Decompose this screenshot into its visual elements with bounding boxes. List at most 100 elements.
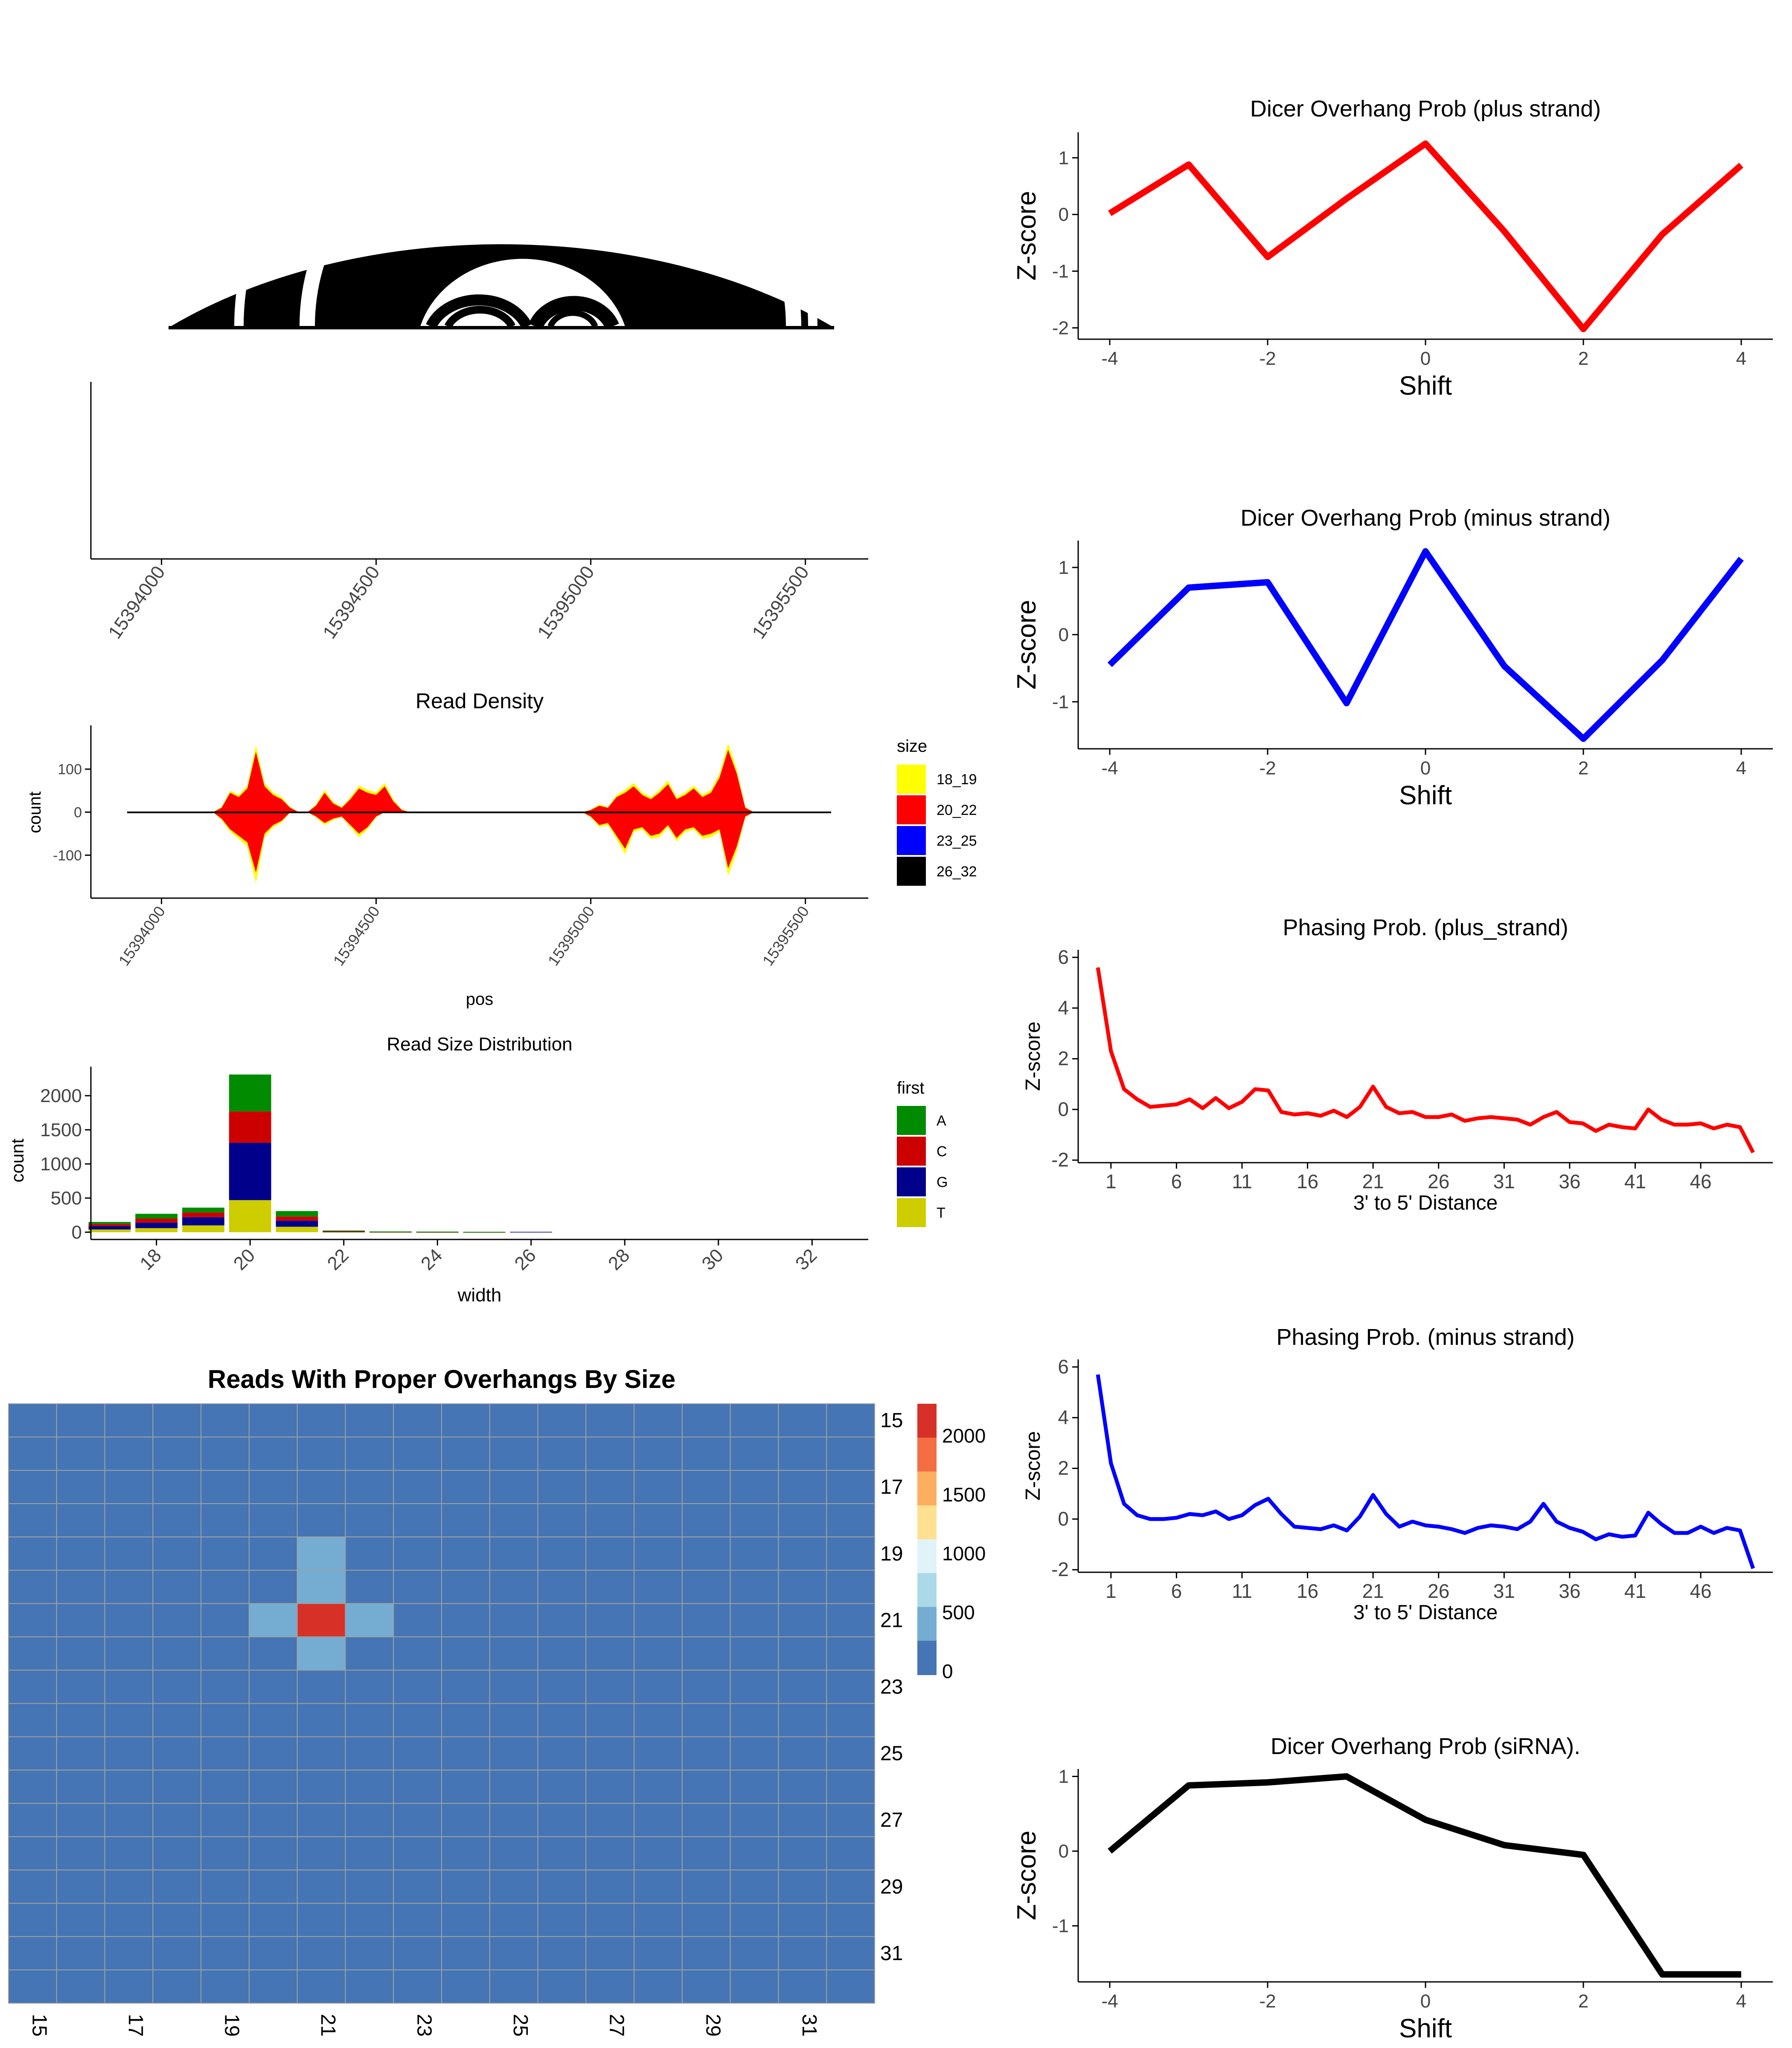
heatmap-cell	[8, 1470, 57, 1504]
heatmap-cell	[345, 1403, 394, 1438]
heatmap-cell	[826, 1703, 875, 1737]
heatmap-cell	[537, 1836, 587, 1871]
heatmap-cell	[345, 1437, 394, 1471]
heatmap-cell	[778, 1703, 827, 1737]
bar-23-A	[369, 1231, 412, 1232]
legend-tick-label: 0	[942, 1660, 953, 1682]
line-chart-dicer_minus: Dicer Overhang Prob (minus strand) -1 0 1 -4…	[1012, 505, 1773, 810]
heatmap-cell	[681, 1769, 731, 1804]
heatmap-cell	[8, 1403, 57, 1438]
heatmap-cell	[681, 1470, 731, 1504]
x-tick-label: -2	[1259, 758, 1276, 779]
heatmap-cell	[248, 1836, 298, 1871]
legend-color-step	[917, 1471, 937, 1506]
heatmap-cell	[585, 1636, 635, 1671]
heatmap-cell	[56, 1936, 105, 1970]
x-tick-label: 0	[1420, 1991, 1431, 2012]
legend-label-T: T	[937, 1205, 945, 1221]
heatmap-cell	[634, 1570, 683, 1604]
arc-inner-loop-2	[444, 305, 516, 329]
bar-20-T	[229, 1200, 271, 1232]
heatmap-cell	[778, 1536, 827, 1571]
heatmap-cell	[441, 1603, 490, 1638]
heatmap-cell	[297, 1703, 346, 1737]
heatmap-cell	[730, 1670, 779, 1704]
heatmap-cell	[393, 1503, 442, 1538]
x-axis-label: Shift	[1399, 371, 1452, 401]
heatmap-cell	[730, 1769, 779, 1804]
read-size-ylabel: count	[7, 1138, 27, 1182]
heatmap-cell	[56, 1836, 105, 1871]
heatmap-cell	[8, 1869, 57, 1904]
heatmap-cell	[8, 1803, 57, 1837]
series-line	[1096, 1374, 1755, 1569]
y-tick-label: 0	[1059, 1841, 1069, 1862]
heatmap-cell	[248, 1503, 298, 1538]
heatmap-cell	[393, 1836, 442, 1871]
heatmap-cell	[681, 1836, 731, 1871]
y-tick-label: 0	[74, 805, 82, 821]
heatmap-cell	[152, 1636, 202, 1671]
bar-20-C	[229, 1111, 271, 1143]
y-tick-label: 500	[51, 1188, 82, 1209]
y-tick-label: -2	[1051, 1149, 1069, 1171]
heatmap-cell	[489, 1769, 538, 1804]
x-tick-label: 15394500	[319, 562, 384, 643]
heatmap-cell	[152, 1769, 202, 1804]
heatmap-cell	[778, 1603, 827, 1638]
heatmap-cell	[537, 1503, 587, 1538]
heatmap-cell	[634, 1803, 683, 1837]
heatmap-cell	[297, 1869, 346, 1904]
legend-swatch-18_19	[897, 765, 926, 794]
x-tick-label: 46	[1690, 1170, 1711, 1193]
y-tick-label: 4	[1058, 997, 1069, 1019]
heatmap-cell	[730, 1803, 779, 1837]
y-tick-label: -1	[1052, 261, 1069, 282]
heatmap-cell	[104, 1936, 154, 1970]
heatmap-cell	[489, 1836, 538, 1871]
read-size-panel: Read Size Distribution 0500100015002000 …	[7, 1034, 948, 1306]
heatmap-cell	[56, 1470, 105, 1504]
series-line	[1096, 967, 1755, 1154]
heatmap-cell	[585, 1403, 635, 1438]
series-line	[1108, 140, 1743, 332]
heatmap-cell	[56, 1603, 105, 1638]
heatmap-cell	[826, 1803, 875, 1837]
legend-color-step	[917, 1404, 937, 1438]
x-tick-label: -2	[1259, 348, 1276, 369]
heatmap-cell	[489, 1570, 538, 1604]
heatmap-cell	[681, 1803, 731, 1837]
heatmap-cell	[345, 1536, 394, 1571]
heatmap-cell	[345, 1603, 394, 1638]
heatmap-cell	[345, 1769, 394, 1804]
heatmap-cells	[8, 1403, 875, 2004]
heatmap-cell	[56, 1703, 105, 1737]
y-axis-label: Z-score	[1022, 1431, 1044, 1501]
legend-swatch-C	[897, 1137, 926, 1166]
chart-title: Phasing Prob. (minus strand)	[1276, 1324, 1574, 1350]
heatmap-cell	[297, 1570, 346, 1604]
heatmap-cell	[681, 1536, 731, 1571]
x-tick-label: 2	[1578, 1991, 1588, 2012]
x-tick-label: -4	[1101, 758, 1118, 779]
y-tick-label: 0	[72, 1222, 82, 1243]
x-tick-label: 15395500	[759, 903, 812, 969]
heatmap-cell	[826, 1437, 875, 1471]
heatmap-cell	[441, 1470, 490, 1504]
heatmap-cell	[393, 1670, 442, 1704]
heatmap-cell	[537, 1769, 587, 1804]
x-tick-label: 32	[791, 1245, 821, 1274]
heatmap-x-ticks: 15 17 19 21 23 25 27 29 31	[28, 2014, 820, 2036]
heatmap-cell	[201, 1437, 250, 1471]
heatmap-cell	[634, 1703, 683, 1737]
heatmap-cell	[152, 1969, 202, 2004]
legend-tick-label: 1000	[942, 1542, 986, 1565]
bar-17-A	[88, 1222, 131, 1224]
heatmap-cell	[345, 1636, 394, 1671]
heatmap-cell	[826, 1570, 875, 1604]
heatmap-cell	[248, 1703, 298, 1737]
heatmap-cell	[248, 1670, 298, 1704]
heatmap-cell	[730, 1536, 779, 1571]
heatmap-cell	[152, 1403, 202, 1438]
heatmap-cell	[345, 1736, 394, 1771]
